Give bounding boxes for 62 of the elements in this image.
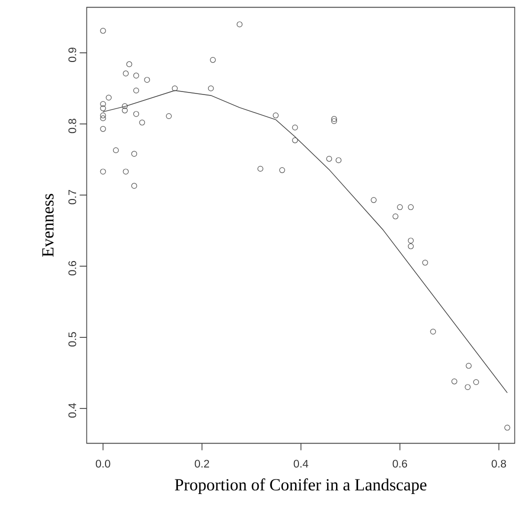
point [473, 379, 480, 386]
point [326, 156, 332, 162]
point [292, 124, 298, 130]
y-tick-label: 0.9 [68, 48, 76, 62]
point [292, 137, 298, 144]
point [408, 243, 414, 250]
x-tick-label: 0.2 [194, 460, 210, 468]
x-axis-title: Proportion of Conifer in a Landscape [174, 478, 426, 494]
point [392, 214, 398, 220]
point [133, 72, 140, 78]
point [172, 85, 178, 92]
point [408, 204, 414, 210]
point [139, 120, 146, 126]
x-tick-label: 0.0 [96, 460, 110, 468]
point [100, 168, 106, 174]
point [208, 85, 214, 92]
point [122, 108, 128, 114]
point [430, 328, 436, 335]
point [279, 167, 286, 174]
point [100, 101, 106, 107]
point [131, 150, 138, 157]
point [100, 115, 106, 122]
y-tick-label: 0.7 [68, 190, 76, 204]
point [122, 168, 129, 174]
point [336, 157, 342, 164]
point [131, 182, 138, 189]
point [144, 76, 150, 83]
point [210, 57, 216, 63]
x-tick-label: 0.4 [294, 460, 308, 468]
point [166, 113, 172, 120]
point [106, 94, 112, 101]
point [464, 384, 471, 390]
point [466, 362, 472, 369]
x-tick-label: 0.6 [392, 460, 408, 468]
point [397, 204, 403, 210]
point [122, 70, 129, 76]
point [100, 28, 106, 34]
point [100, 105, 106, 112]
y-tick-label: 0.4 [68, 403, 76, 418]
point [133, 88, 140, 94]
point [331, 116, 338, 122]
point [100, 112, 106, 118]
point [100, 126, 106, 132]
point [422, 260, 428, 266]
point [133, 111, 140, 117]
point [236, 21, 242, 28]
point [370, 197, 377, 203]
point [451, 378, 458, 384]
y-tick-label: 0.6 [68, 261, 76, 276]
point [257, 166, 264, 172]
line-series [102, 90, 508, 394]
point [122, 103, 128, 110]
point [504, 424, 510, 431]
y-axis-title: Evenness [42, 194, 54, 257]
point [272, 112, 279, 118]
y-tick-label: 0.8 [68, 118, 76, 134]
x-tick-label: 0.8 [492, 460, 506, 468]
point [408, 238, 414, 244]
point [112, 147, 119, 154]
y-tick-label: 0.5 [68, 332, 76, 347]
point [331, 118, 338, 124]
point [126, 61, 132, 68]
